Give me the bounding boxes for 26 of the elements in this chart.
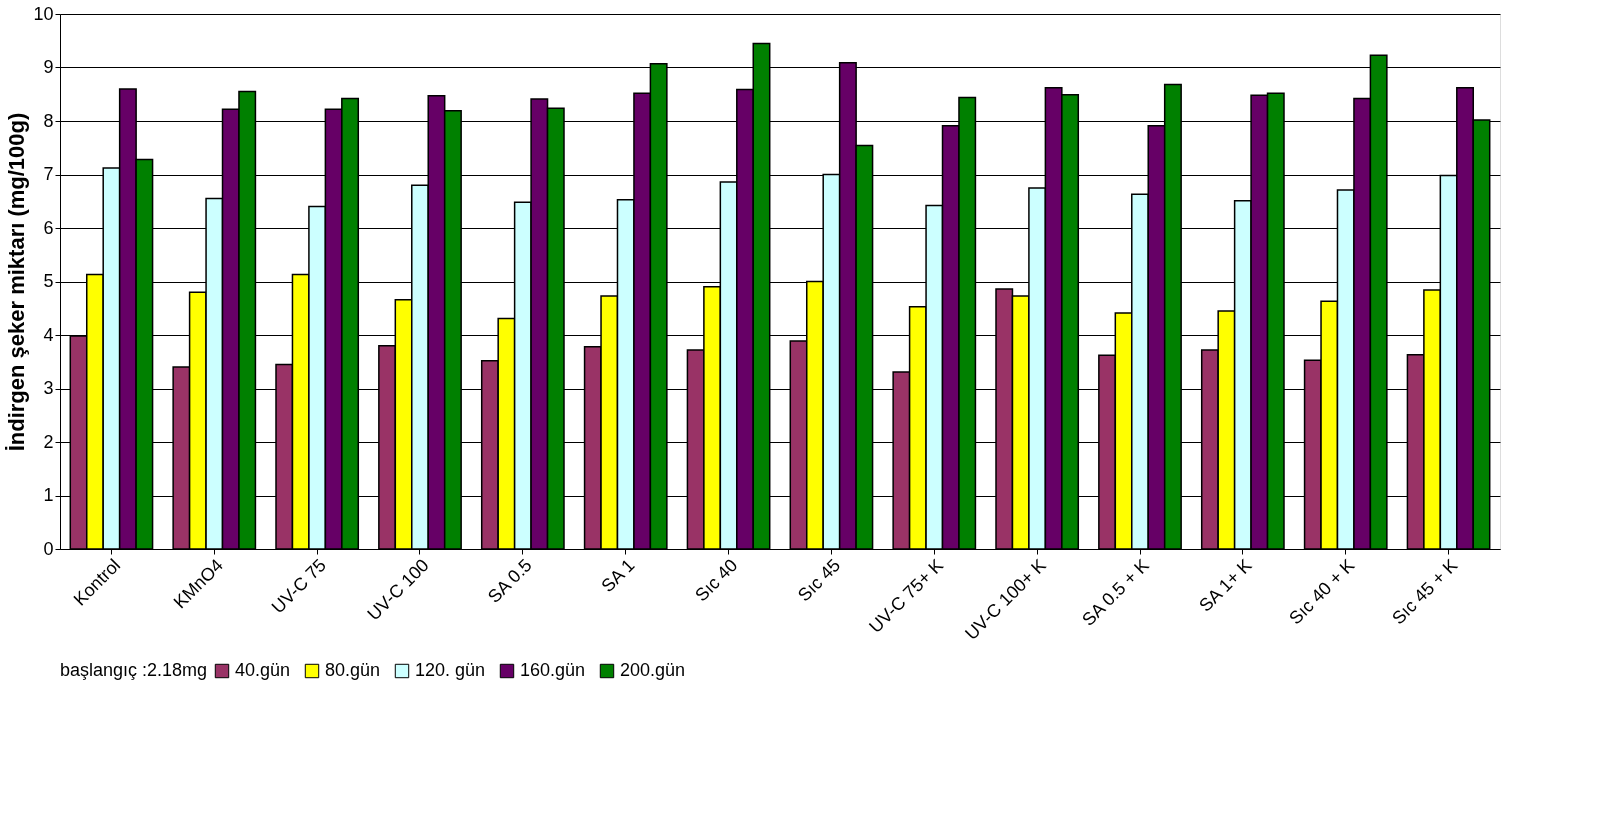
x-tick-label: SA 0.5 — [483, 555, 536, 607]
legend-title: başlangıç :2.18mg — [60, 660, 208, 680]
x-tick-label: Sıc 45 — [793, 555, 845, 606]
y-axis-title: İndirgen şeker miktarı (mg/100g) — [4, 112, 30, 452]
y-tick-label: 4 — [43, 324, 54, 345]
y-tick-label: 1 — [43, 485, 54, 505]
legend-label: 80.gün — [325, 660, 381, 680]
x-tick-label: SA 1+ K — [1195, 555, 1256, 616]
legend-label: 120. gün — [415, 660, 486, 680]
y-tick-label: 6 — [43, 217, 54, 238]
y-tick-label: 9 — [43, 57, 54, 77]
x-tick-label: Sıc 40 — [691, 555, 742, 606]
legend-label: 160.gün — [520, 660, 586, 680]
y-tick-label: 0 — [43, 538, 54, 559]
legend-label: 200.gün — [620, 660, 686, 680]
y-tick-label: 10 — [33, 3, 54, 24]
y-tick-label: 3 — [43, 378, 54, 398]
y-tick-label: 7 — [43, 164, 54, 184]
x-tick-label: Sıc 40 + K — [1285, 555, 1359, 629]
x-tick-label: SA 0.5 + K — [1078, 555, 1153, 630]
y-tick-label: 2 — [43, 431, 54, 452]
x-tick-label: SA 1 — [597, 555, 639, 597]
legend-label: 40.gün — [235, 660, 291, 680]
x-tick-label: Sıc 45 + K — [1388, 555, 1462, 629]
y-tick-label: 8 — [43, 110, 54, 131]
y-tick-label: 5 — [43, 271, 54, 291]
